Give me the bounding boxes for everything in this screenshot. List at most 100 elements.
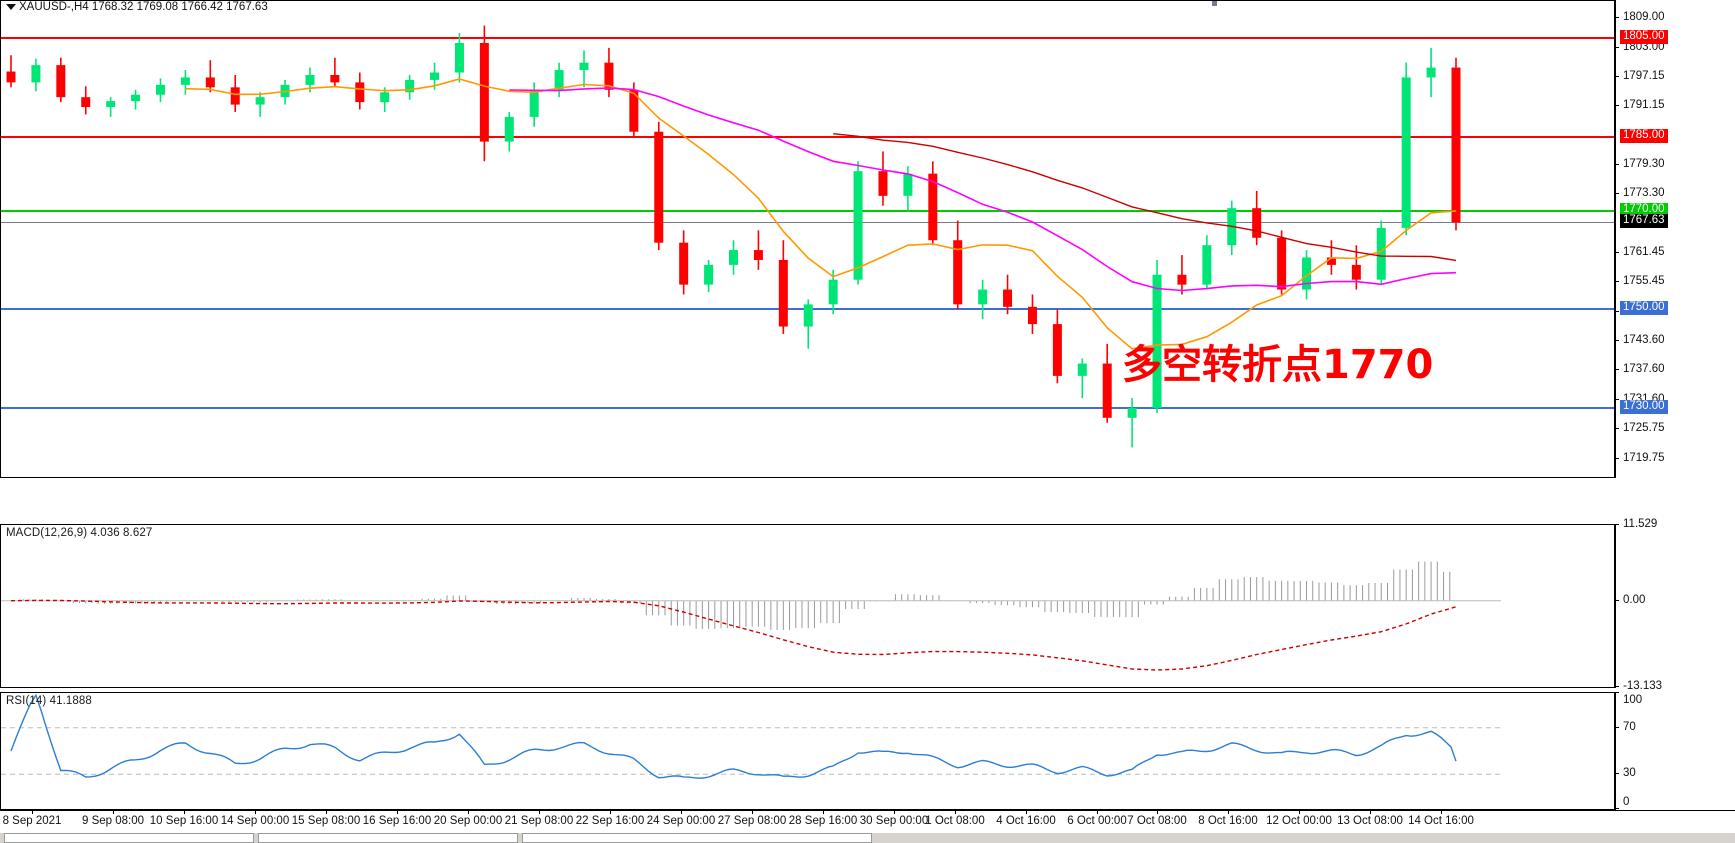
time-tick [610,811,611,814]
time-axis-label: 8 Oct 16:00 [1198,815,1258,827]
ma-slow-line [833,133,1457,262]
chart-annotation-text: 多空转折点1770 [1122,342,1434,388]
time-axis[interactable]: 8 Sep 2021 9 Sep 08:00 10 Sep 16:00 14 Sep … [0,810,1735,832]
price-tick [1615,17,1619,19]
time-axis-label: 30 Sep 00:00 [859,815,929,827]
price-tick [1615,339,1619,341]
time-tick [1157,811,1158,814]
price-scale[interactable]: 1809.00 1803.00 1797.15 1791.15 1779.30 1773.… [1615,0,1735,478]
ma-fast-line [185,78,1457,350]
collapse-caret-icon[interactable] [6,3,16,10]
price-tick [1615,281,1619,283]
macd-tick [1615,599,1619,601]
macd-tick-label: 0.00 [1623,593,1646,606]
macd-plot-area[interactable] [1,525,1614,687]
price-level-line-1770-00[interactable] [1,209,1614,212]
rsi-tick [1615,692,1619,693]
price-level-tag-1767-63[interactable]: 1767.63 [1620,214,1668,229]
ma-mid-line [509,87,1457,292]
price-tick-label: 1755.45 [1623,275,1665,288]
time-axis-label: 14 Oct 16:00 [1408,815,1474,827]
price-level-tag-1750-00[interactable]: 1750.00 [1620,301,1668,316]
time-tick [955,811,956,814]
price-tick [1615,427,1619,429]
price-tick [1615,105,1619,107]
rsi-tick-label: 0 [1623,796,1630,808]
macd-tick [1615,524,1619,525]
time-axis-label: 21 Sep 08:00 [504,815,574,827]
rsi-tick [1615,773,1619,775]
taskbar[interactable] [0,832,1735,843]
price-tick [1615,251,1619,253]
price-tick [1615,311,1619,312]
rsi-plot-area[interactable] [1,693,1614,809]
price-axis-line [1615,0,1616,478]
macd-tick [1615,686,1619,687]
price-tick-label: 1719.75 [1623,451,1665,464]
candlestick-series [6,25,1461,448]
price-level-tag-1770-00[interactable]: 1770.00 [1620,202,1668,217]
macd-series [1,561,1501,671]
time-axis-label: 24 Sep 00:00 [646,815,716,827]
time-axis-label: 16 Sep 16:00 [362,815,432,827]
price-tick [1615,457,1619,459]
price-level-line-1767-63[interactable] [1,222,1614,224]
price-tick [1615,399,1619,401]
price-level-tag-1730-00[interactable]: 1730.00 [1620,399,1668,414]
time-axis-label: 28 Sep 16:00 [788,815,858,827]
time-tick [1441,811,1442,814]
time-axis-label: 13 Oct 08:00 [1337,815,1403,827]
time-axis-label: 22 Sep 16:00 [575,815,645,827]
price-tick-label: 1761.45 [1623,245,1665,258]
time-tick [1026,811,1027,814]
price-tick [1615,46,1619,48]
time-tick [397,811,398,814]
rsi-tick [1615,808,1619,809]
price-tick [1615,163,1619,165]
time-tick [1370,811,1371,814]
macd-tick-label: -13.133 [1623,680,1663,692]
crosshair-marker[interactable] [1212,1,1217,6]
price-level-line-1805-00[interactable] [1,36,1614,39]
time-tick [823,811,824,814]
taskbar-item-3[interactable] [522,833,872,843]
price-tick [1615,369,1619,371]
price-tick-label: 1791.15 [1623,99,1665,112]
price-level-tag-1785-00[interactable]: 1785.00 [1620,128,1668,143]
time-tick [184,811,185,814]
symbol-ohlc-text: XAUUSD-,H4 1768.32 1769.08 1766.42 1767.… [19,1,268,13]
time-tick [255,811,256,814]
price-plot-area[interactable] [1,1,1614,477]
time-tick [113,811,114,814]
time-tick [1299,811,1300,814]
price-tick-label: 1725.75 [1623,421,1665,434]
time-tick [1228,811,1229,814]
price-chart-panel[interactable] [0,0,1615,478]
time-tick [468,811,469,814]
price-tick [1615,75,1619,77]
price-level-line-1730-00[interactable] [1,406,1614,409]
time-axis-label: 10 Sep 16:00 [149,815,219,827]
price-level-line-1785-00[interactable] [1,135,1614,138]
rsi-tick-label: 70 [1623,720,1636,733]
price-tick-label: 1779.30 [1623,157,1665,170]
time-axis-label: 12 Oct 00:00 [1266,815,1332,827]
time-axis-label: 8 Sep 2021 [2,815,62,827]
rsi-tick-label: 100 [1623,694,1643,706]
taskbar-item-1[interactable] [4,833,254,843]
time-axis-label: 6 Oct 00:00 [1067,815,1127,827]
time-tick [32,811,33,814]
time-axis-label: 20 Sep 00:00 [433,815,503,827]
time-axis-label: 9 Sep 08:00 [81,815,145,827]
time-axis-label: 7 Oct 08:00 [1127,815,1187,827]
taskbar-item-2[interactable] [258,833,518,843]
macd-scale: 11.529 0.00 -13.133 [1615,518,1735,692]
price-level-tag-1805-00[interactable]: 1805.00 [1620,29,1668,44]
macd-tick-label: 11.529 [1623,518,1658,530]
price-tick-label: 1809.00 [1623,11,1665,24]
rsi-panel[interactable]: RSI(14) 41.1888 [0,692,1615,810]
macd-label: MACD(12,26,9) 4.036 8.627 [6,527,153,539]
time-tick [752,811,753,814]
macd-panel[interactable]: MACD(12,26,9) 4.036 8.627 [0,524,1615,688]
